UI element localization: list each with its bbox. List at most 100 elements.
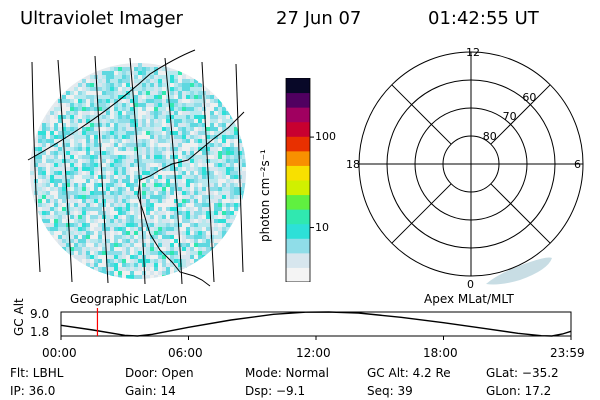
emission-pixel (158, 119, 162, 123)
emission-pixel (178, 143, 182, 147)
emission-pixel (214, 143, 218, 147)
emission-pixel (238, 159, 242, 163)
emission-pixel (58, 111, 62, 115)
emission-pixel (190, 163, 194, 167)
emission-pixel (98, 183, 102, 187)
emission-pixel (142, 187, 146, 191)
emission-pixel (78, 179, 82, 183)
emission-pixel (154, 247, 158, 251)
emission-pixel (126, 195, 130, 199)
emission-pixel (154, 95, 158, 99)
emission-pixel (130, 223, 134, 227)
emission-pixel (106, 163, 110, 167)
emission-pixel (126, 191, 130, 195)
emission-pixel (106, 235, 110, 239)
emission-pixel (122, 147, 126, 151)
emission-pixel (166, 247, 170, 251)
emission-pixel (126, 247, 130, 251)
emission-pixel (162, 203, 166, 207)
emission-pixel (90, 211, 94, 215)
emission-pixel (222, 147, 226, 151)
emission-pixel (90, 95, 94, 99)
emission-pixel (74, 203, 78, 207)
emission-pixel (194, 103, 198, 107)
emission-pixel (114, 235, 118, 239)
emission-pixel (54, 139, 58, 143)
emission-pixel (226, 175, 230, 179)
emission-pixel (194, 223, 198, 227)
emission-pixel (146, 167, 150, 171)
emission-pixel (98, 223, 102, 227)
emission-pixel (66, 143, 70, 147)
emission-pixel (166, 107, 170, 111)
emission-pixel (194, 83, 198, 87)
emission-pixel (150, 191, 154, 195)
emission-pixel (158, 91, 162, 95)
emission-pixel (226, 155, 230, 159)
emission-pixel (178, 123, 182, 127)
emission-pixel (194, 243, 198, 247)
emission-pixel (98, 159, 102, 163)
emission-pixel (198, 183, 202, 187)
emission-pixel (178, 167, 182, 171)
emission-pixel (178, 195, 182, 199)
emission-pixel (214, 123, 218, 127)
emission-pixel (126, 107, 130, 111)
emission-pixel (190, 175, 194, 179)
emission-pixel (238, 155, 242, 159)
emission-pixel (158, 195, 162, 199)
emission-pixel (74, 235, 78, 239)
emission-pixel (106, 195, 110, 199)
emission-pixel (198, 203, 202, 207)
emission-pixel (74, 227, 78, 231)
emission-pixel (90, 131, 94, 135)
emission-pixel (98, 239, 102, 243)
emission-pixel (174, 163, 178, 167)
emission-pixel (198, 215, 202, 219)
emission-pixel (166, 219, 170, 223)
emission-pixel (218, 175, 222, 179)
emission-pixel (210, 119, 214, 123)
emission-pixel (142, 135, 146, 139)
emission-pixel (194, 235, 198, 239)
emission-pixel (214, 147, 218, 151)
emission-pixel (154, 271, 158, 275)
emission-pixel (114, 71, 118, 75)
emission-pixel (114, 151, 118, 155)
emission-pixel (70, 103, 74, 107)
emission-pixel (50, 211, 54, 215)
emission-pixel (158, 267, 162, 271)
emission-pixel (202, 251, 206, 255)
emission-pixel (94, 147, 98, 151)
emission-pixel (150, 135, 154, 139)
emission-pixel (50, 147, 54, 151)
emission-pixel (82, 243, 86, 247)
emission-pixel (194, 127, 198, 131)
emission-pixel (146, 99, 150, 103)
emission-pixel (106, 95, 110, 99)
emission-pixel (138, 67, 142, 71)
emission-pixel (126, 83, 130, 87)
emission-pixel (42, 207, 46, 211)
emission-pixel (70, 167, 74, 171)
emission-pixel (150, 243, 154, 247)
emission-pixel (70, 143, 74, 147)
emission-pixel (114, 119, 118, 123)
emission-pixel (174, 203, 178, 207)
emission-pixel (202, 235, 206, 239)
emission-pixel (226, 203, 230, 207)
emission-pixel (138, 123, 142, 127)
emission-pixel (202, 159, 206, 163)
emission-pixel (178, 151, 182, 155)
emission-pixel (58, 155, 62, 159)
emission-pixel (138, 275, 142, 279)
emission-pixel (174, 255, 178, 259)
emission-pixel (102, 199, 106, 203)
emission-pixel (186, 263, 190, 267)
emission-pixel (150, 275, 154, 279)
emission-pixel (90, 183, 94, 187)
emission-pixel (194, 155, 198, 159)
emission-pixel (190, 227, 194, 231)
emission-pixel (134, 203, 138, 207)
emission-pixel (182, 95, 186, 99)
